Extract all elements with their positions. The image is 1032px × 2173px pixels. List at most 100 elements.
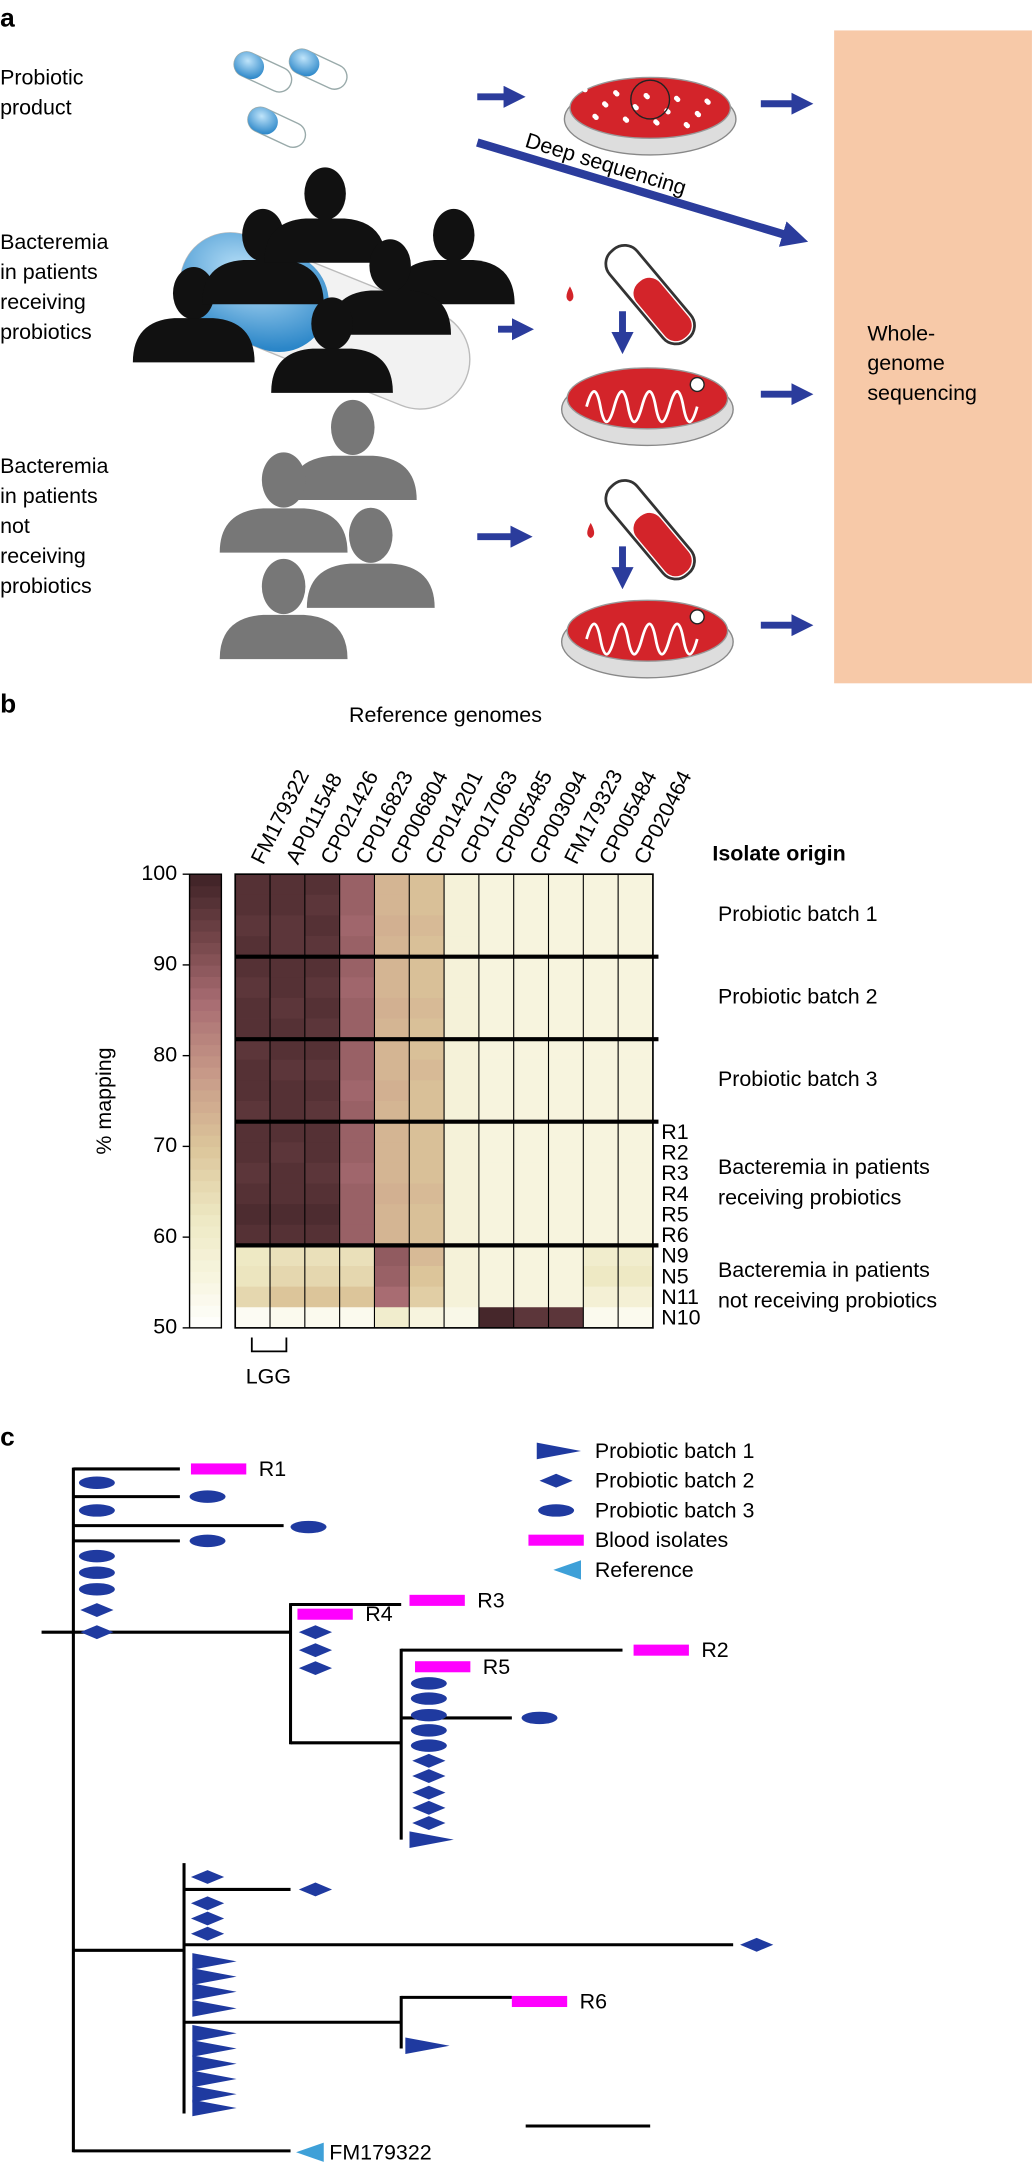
batch3-marker — [410, 1692, 447, 1705]
legend-label: Probiotic batch 3 — [595, 1498, 755, 1522]
colony — [582, 87, 588, 93]
colorbar-step — [189, 1316, 222, 1329]
heatmap-cell — [583, 1039, 619, 1061]
colony — [614, 91, 620, 97]
heatmap-cell — [270, 1039, 305, 1061]
colorbar-step — [189, 1271, 222, 1284]
person-head — [433, 208, 475, 262]
heatmap-cell — [304, 1286, 340, 1308]
batch3-marker — [410, 1708, 447, 1722]
heatmap-cell — [513, 936, 549, 958]
heatmap-cell — [339, 1183, 375, 1205]
heatmap-cell — [339, 894, 375, 916]
heatmap-cell — [478, 1307, 514, 1329]
group-label: receiving probiotics — [718, 1185, 901, 1209]
colorbar-tick-label: 70 — [153, 1133, 177, 1157]
heatmap-cell — [478, 1101, 514, 1123]
colorbar-step — [189, 1237, 222, 1250]
heatmap-cell — [548, 1245, 584, 1267]
heatmap-cell — [513, 1224, 549, 1246]
heatmap-cell — [374, 1224, 410, 1246]
heatmap-cell — [374, 894, 410, 916]
source-label: product — [0, 96, 71, 120]
heatmap-cell — [548, 894, 584, 916]
heatmap-cell — [374, 1286, 410, 1308]
heatmap-cell — [270, 1183, 305, 1205]
heatmap-cell — [409, 1266, 445, 1288]
heatmap-cell — [409, 1162, 445, 1184]
heatmap-cell — [339, 1162, 375, 1184]
group-label: Bacteremia in patients — [718, 1155, 930, 1179]
dish-agar — [566, 367, 729, 430]
batch2-marker — [740, 1937, 774, 1952]
pick — [630, 79, 671, 120]
batch3-marker — [78, 1549, 115, 1563]
source-label: probiotics — [0, 574, 92, 598]
colorbar-step — [189, 998, 222, 1011]
heatmap-cell — [478, 1121, 514, 1143]
blood-marker — [511, 1995, 568, 2008]
heatmap-cell — [270, 874, 305, 896]
heatmap-cell — [270, 1307, 305, 1329]
heatmap-cell — [235, 1080, 271, 1102]
heatmap-cell — [513, 1162, 549, 1184]
heatmap-cell — [618, 956, 653, 978]
heatmap-cell — [409, 894, 445, 916]
heatmap-cell — [478, 977, 514, 999]
heatmap-cell — [478, 1245, 514, 1267]
colorbar-step — [189, 1248, 222, 1261]
batch2-marker — [298, 1661, 333, 1676]
person-head — [369, 239, 411, 292]
heatmap-cell — [583, 894, 619, 916]
heatmap-cell — [304, 1162, 340, 1184]
heatmap-cell — [339, 1039, 375, 1061]
blood-marker — [415, 1661, 471, 1673]
heatmap-cell — [339, 997, 375, 1019]
heatmap-cell — [548, 874, 584, 896]
heatmap-cell — [583, 1245, 619, 1267]
heatmap-cell — [235, 997, 271, 1019]
colorbar-step — [189, 1146, 222, 1159]
heatmap-cell — [618, 894, 653, 916]
isolate-label: R3 — [477, 1588, 504, 1612]
wgs-label: sequencing — [867, 381, 977, 405]
heatmap-cell — [583, 915, 619, 937]
heatmap-cell — [374, 1162, 410, 1184]
person-body — [264, 218, 386, 263]
heatmap-cell — [478, 997, 514, 1019]
batch1-marker — [192, 1953, 237, 1970]
colorbar-step — [189, 1032, 222, 1046]
heatmap-cell — [583, 1307, 619, 1329]
heatmap-cell — [235, 1121, 271, 1143]
heatmap-cell — [235, 1286, 271, 1308]
heatmap-cell — [618, 1266, 653, 1288]
heatmap-cell — [583, 1183, 619, 1205]
person-body — [202, 260, 324, 305]
heatmap-cell — [478, 894, 514, 916]
heatmap-cell — [304, 977, 340, 999]
colorbar-step — [189, 1293, 222, 1306]
batch3-marker — [78, 1566, 115, 1579]
colorbar-step — [189, 964, 222, 977]
heatmap-cell — [548, 915, 584, 937]
person-head — [261, 452, 306, 508]
heatmap-cell — [618, 1121, 653, 1143]
colorbar-tick-label: 80 — [153, 1042, 177, 1066]
heatmap-cell — [409, 1183, 445, 1205]
batch3-marker — [290, 1520, 327, 1534]
wgs-label: genome — [867, 351, 944, 375]
heatmap-cell — [513, 1121, 549, 1143]
wgs-label: Whole- — [867, 321, 935, 345]
heatmap-cell — [618, 1080, 653, 1102]
heatmap-cell — [270, 1245, 305, 1267]
heatmap-cell — [374, 997, 410, 1019]
heatmap-cell — [583, 1142, 619, 1164]
heatmap-cell — [270, 1266, 305, 1288]
heatmap-cell — [618, 977, 653, 999]
group-label: Probiotic batch 3 — [718, 1067, 878, 1091]
heatmap-cell — [304, 1059, 340, 1081]
heatmap-cell — [583, 1080, 619, 1102]
reference-marker — [296, 2142, 324, 2162]
panel-letter: a — [0, 2, 15, 32]
heatmap-cell — [304, 956, 340, 978]
